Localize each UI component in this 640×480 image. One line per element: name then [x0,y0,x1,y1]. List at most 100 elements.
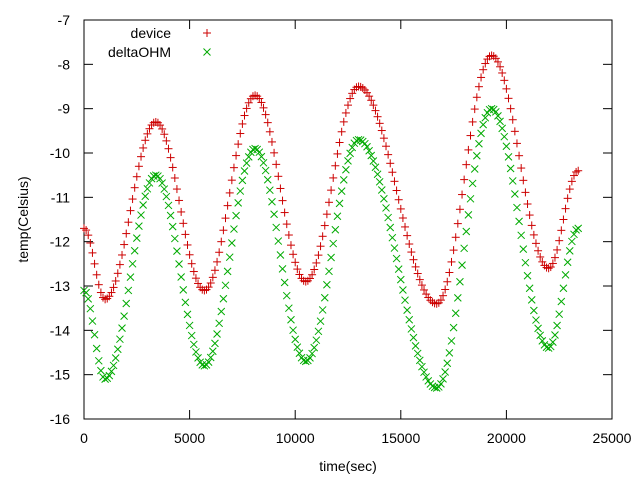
device-point [394,195,403,204]
deltaohm-point [124,286,133,295]
device-point [453,219,462,228]
deltaohm-point [101,375,109,383]
deltaohm-point [88,317,97,325]
deltaohm-point [494,112,502,120]
device-point [369,101,378,110]
deltaohm-point [259,158,268,167]
deltaohm-point [242,159,251,167]
device-point [232,151,241,160]
deltaohm-point [549,338,557,346]
deltaohm-point [238,176,247,185]
y-tick-label: -16 [50,411,70,427]
deltaohm-point [570,230,578,239]
deltaohm-point [510,190,519,198]
device-point [512,139,521,148]
device-point [280,208,289,217]
deltaohm-point [263,175,272,184]
deltaohm-point [437,380,445,388]
device-point [310,265,319,274]
y-tick-label: -14 [50,322,70,338]
deltaohm-point [331,225,340,234]
device-point [122,229,131,238]
device-point [172,185,181,194]
deltaohm-point [365,146,373,155]
deltaohm-point [227,239,236,247]
deltaohm-point [513,203,521,212]
device-point [134,162,143,171]
device-point [517,164,526,173]
y-axis-ticks: -16 -15 -14 -13 -12 -11 -10 -9 -8 -7 [50,12,612,427]
device-point [160,130,169,139]
deltaohm-point [456,277,464,286]
device-point [208,273,217,282]
deltaohm-point [413,349,422,358]
device-point [90,259,99,268]
device-point [498,68,507,77]
device-point [183,240,192,249]
deltaohm-point [481,113,490,122]
device-point [107,288,116,297]
device-point [422,290,431,299]
deltaohm-point [460,244,469,253]
deltaohm-point [232,211,240,220]
device-point [164,144,173,153]
deltaohm-point [508,177,517,185]
device-point [489,52,498,61]
deltaohm-point [367,151,376,160]
deltaohm-point [177,273,186,281]
device-point [405,240,414,249]
deltaohm-point [472,151,481,160]
deltaohm-point [500,132,509,141]
deltaohm-point [170,234,179,243]
deltaohm-point [118,324,126,332]
deltaohm-point [166,211,175,220]
device-point [491,54,500,63]
deltaohm-point [382,204,390,212]
deltaohm-point [135,222,143,231]
deltaohm-point [394,265,403,273]
device-point [111,276,120,285]
device-point [141,136,150,145]
device-point [420,285,429,294]
device-point [462,160,471,169]
deltaohm-point [132,234,141,242]
deltaohm-point [175,260,183,268]
device-point [519,176,528,185]
deltaohm-point [411,341,420,350]
deltaohm-point [289,326,297,335]
legend-label: device [131,25,172,41]
device-point [185,250,194,259]
deltaohm-point [415,356,424,365]
deltaohm-point [428,382,437,391]
deltaohm-point [418,362,426,371]
device-point [515,151,524,160]
deltaohm-point [561,271,570,279]
device-point [540,261,549,270]
device-point [329,173,338,182]
device-point [451,233,460,242]
device-point [379,134,388,143]
device-point [409,255,418,264]
device-point [375,119,384,128]
deltaohm-point [308,349,316,358]
device-point [86,238,95,247]
device-point [105,292,114,301]
device-point [331,161,340,170]
device-point [390,177,399,186]
device-point [377,126,386,135]
device-point [367,96,376,105]
device-point [244,98,253,107]
device-point [436,296,445,305]
device-point [162,136,171,145]
legend-marker-device [203,29,211,37]
deltaohm-point [422,373,430,381]
device-point [118,250,127,259]
deltaohm-point [179,286,188,294]
deltaohm-point [223,267,232,276]
deltaohm-point [568,237,576,246]
deltaohm-point [453,293,462,302]
legend-label: deltaOHM [108,44,171,60]
device-point [567,177,576,186]
device-point [318,232,327,241]
